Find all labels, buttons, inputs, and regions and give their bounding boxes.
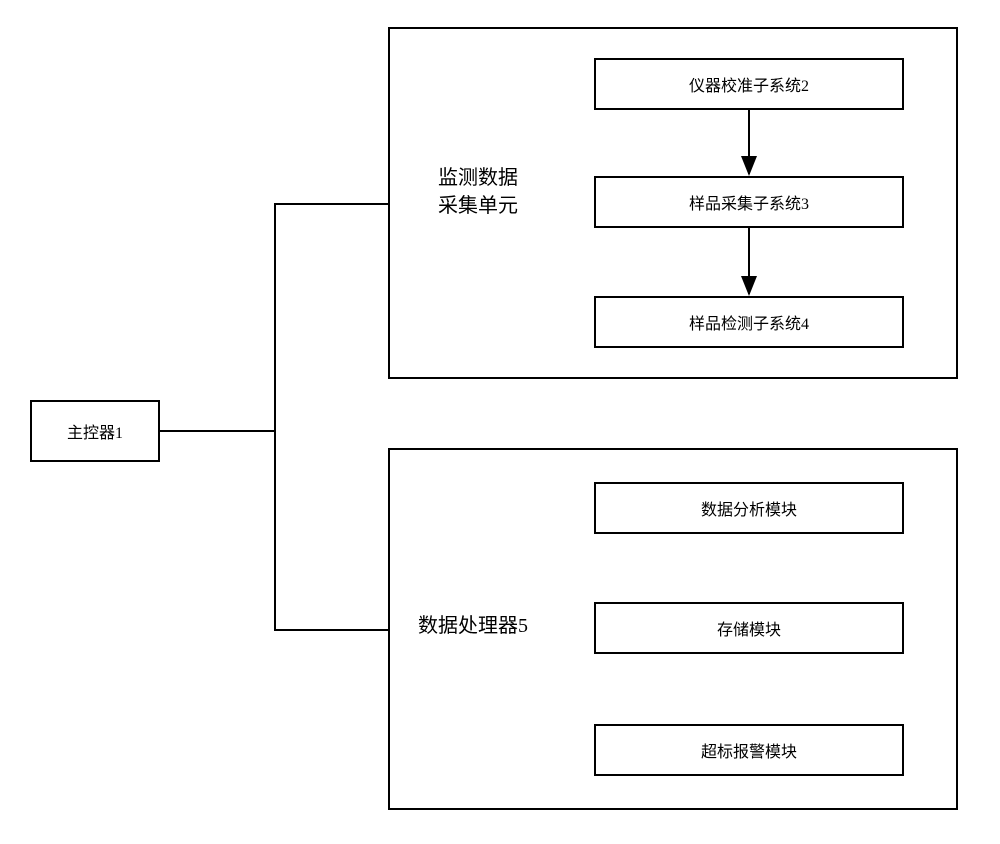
calibration-subsystem-box: 仪器校准子系统2 — [594, 58, 904, 110]
alarm-module-label: 超标报警模块 — [701, 738, 797, 762]
storage-module-label: 存储模块 — [717, 616, 781, 640]
sample-detection-subsystem-box: 样品检测子系统4 — [594, 296, 904, 348]
main-controller-label: 主控器1 — [67, 419, 123, 443]
sample-collection-subsystem-label: 样品采集子系统3 — [689, 190, 809, 214]
edge-main-to-acq — [160, 204, 388, 431]
storage-module-box: 存储模块 — [594, 602, 904, 654]
data-analysis-module-label: 数据分析模块 — [701, 496, 797, 520]
calibration-subsystem-label: 仪器校准子系统2 — [689, 72, 809, 96]
data-analysis-module-box: 数据分析模块 — [594, 482, 904, 534]
acquisition-unit-label: 监测数据 采集单元 — [418, 164, 538, 220]
edge-main-to-proc — [275, 431, 388, 630]
sample-detection-subsystem-label: 样品检测子系统4 — [689, 310, 809, 334]
data-processor-label: 数据处理器5 — [418, 612, 528, 640]
sample-collection-subsystem-box: 样品采集子系统3 — [594, 176, 904, 228]
main-controller-box: 主控器1 — [30, 400, 160, 462]
alarm-module-box: 超标报警模块 — [594, 724, 904, 776]
